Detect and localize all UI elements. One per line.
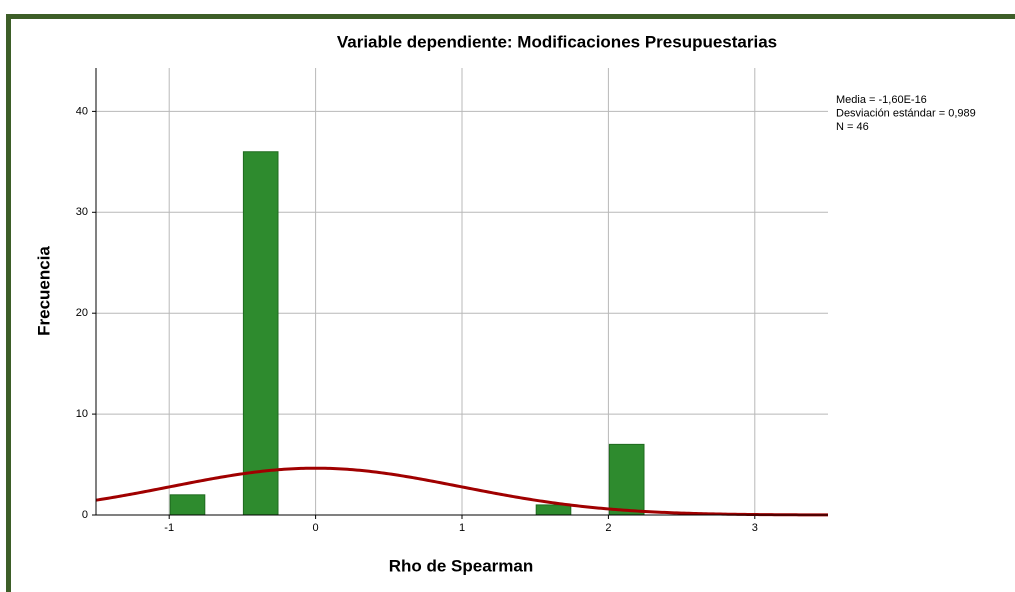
frame-left xyxy=(6,14,11,592)
y-tick-label: 40 xyxy=(76,105,88,117)
y-tick-label: 10 xyxy=(76,408,88,420)
frame-top xyxy=(6,14,1015,19)
x-axis-label: Rho de Spearman xyxy=(389,556,534,575)
stats-text: Media = -1,60E-16 xyxy=(836,94,927,106)
x-tick-label: 3 xyxy=(752,522,758,534)
x-tick-label: 2 xyxy=(605,522,611,534)
normal-curve xyxy=(95,466,828,517)
x-tick-label: 0 xyxy=(313,522,319,534)
bar xyxy=(169,494,206,516)
y-axis-label: Frecuencia xyxy=(34,246,53,336)
y-tick-label: 20 xyxy=(76,307,88,319)
bar xyxy=(535,504,572,516)
stats-text: N = 46 xyxy=(836,121,869,133)
chart-title: Variable dependiente: Modificaciones Pre… xyxy=(337,32,777,51)
x-tick-label: -1 xyxy=(164,522,174,534)
y-tick-label: 0 xyxy=(82,509,88,521)
bar xyxy=(242,151,279,516)
stats-text: Desviación estándar = 0,989 xyxy=(836,107,976,119)
y-tick-label: 30 xyxy=(76,206,88,218)
bar xyxy=(608,443,645,516)
x-tick-label: 1 xyxy=(459,522,465,534)
